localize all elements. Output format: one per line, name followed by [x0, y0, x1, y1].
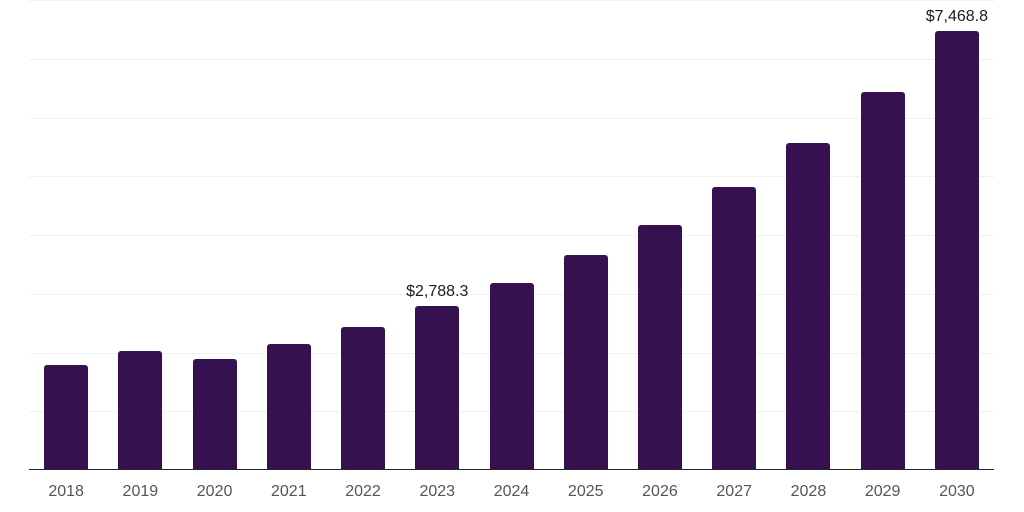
bar-2020 — [192, 358, 237, 470]
bar-2029 — [860, 92, 905, 470]
bar-2021 — [266, 344, 311, 470]
data-label-2030: $7,468.8 — [925, 8, 989, 26]
x-tick-label-2030: 2030 — [939, 483, 975, 500]
gridline-5000 — [29, 176, 994, 178]
x-tick-label-2018: 2018 — [48, 483, 84, 500]
x-tick-label-2027: 2027 — [716, 483, 752, 500]
x-tick-label-2029: 2029 — [864, 483, 901, 500]
x-tick-label-2024: 2024 — [493, 483, 530, 500]
x-tick-label-2019: 2019 — [122, 483, 159, 500]
bar-2027 — [712, 187, 757, 470]
bar-2028 — [786, 143, 831, 470]
gridline-7000 — [29, 58, 994, 60]
bar-2026 — [637, 225, 682, 470]
x-tick-label-2022: 2022 — [345, 483, 381, 500]
data-label-2023: $2,788.3 — [406, 283, 469, 301]
plot-area: $2,788.3 $7,468.8 — [29, 0, 994, 470]
bar-2025 — [563, 255, 608, 470]
bar-2023 — [415, 306, 460, 470]
bar-2024 — [489, 282, 534, 470]
x-tick-label-2026: 2026 — [642, 483, 678, 500]
x-tick-label-2021: 2021 — [271, 483, 307, 500]
x-tick-label-2020: 2020 — [196, 483, 233, 500]
x-tick-label-2023: 2023 — [419, 483, 456, 500]
gridline-4000 — [29, 235, 994, 236]
bar-2030 — [934, 31, 979, 470]
bar-2022 — [341, 327, 386, 470]
gridline-8000 — [29, 0, 994, 1]
gridline-6000 — [29, 117, 994, 119]
x-tick-label-2025: 2025 — [567, 483, 604, 500]
x-tick-label-2028: 2028 — [790, 483, 827, 500]
bar-2018 — [44, 364, 89, 470]
bar-2019 — [118, 351, 163, 470]
x-axis-line — [29, 469, 994, 470]
